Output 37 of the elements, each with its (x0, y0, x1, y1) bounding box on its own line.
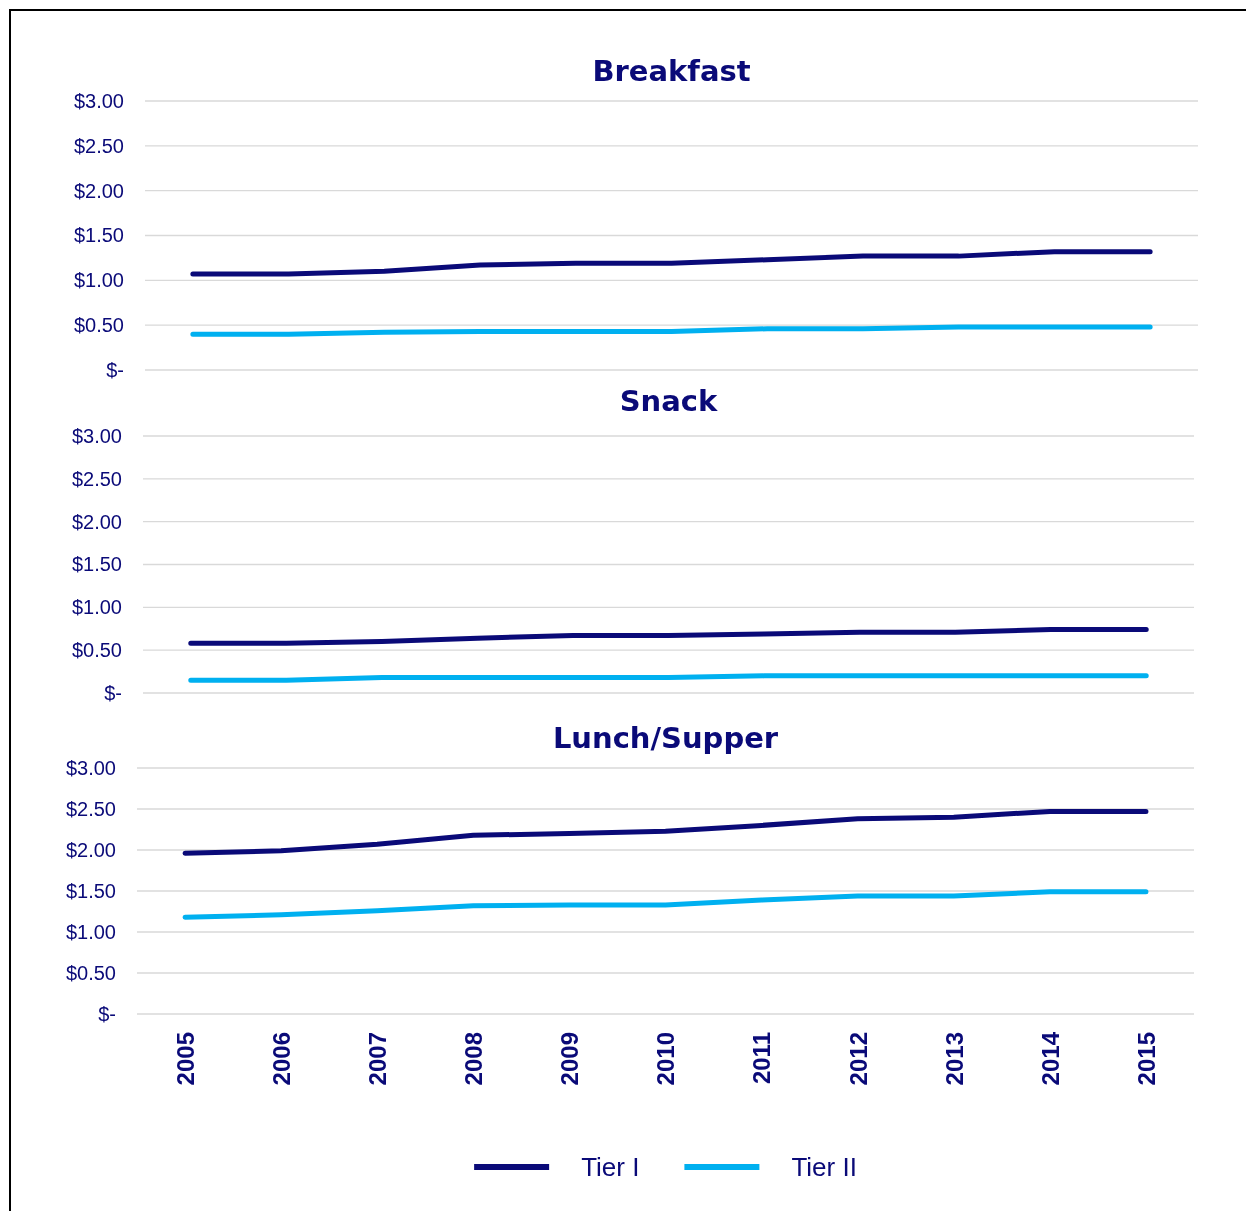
x-tick-label: 2007 (364, 1032, 392, 1086)
y-tick-label: $0.50 (71, 639, 122, 662)
x-tick-label: 2006 (268, 1032, 296, 1086)
chart-title: Breakfast (592, 54, 751, 89)
x-tick-label: 2012 (844, 1032, 872, 1086)
y-tick-label: $3.00 (71, 424, 122, 447)
x-tick-label: 2013 (940, 1032, 968, 1086)
y-tick-label: $2.00 (65, 838, 116, 861)
legend-label: Tier I (581, 1152, 640, 1183)
y-tick-label: $3.00 (73, 89, 124, 112)
chart-title: Snack (619, 384, 718, 419)
x-tick-label: 2014 (1036, 1031, 1064, 1086)
y-tick-label: $2.00 (71, 510, 122, 533)
y-tick-label: $1.00 (65, 920, 116, 943)
x-tick-label: 2005 (171, 1032, 199, 1086)
x-tick-label: 2010 (652, 1032, 680, 1086)
x-tick-label: 2011 (748, 1032, 776, 1085)
y-tick-label: $1.50 (71, 553, 122, 576)
y-tick-label: $1.50 (73, 224, 124, 247)
y-tick-label: $- (106, 358, 124, 381)
legend-label: Tier II (791, 1152, 857, 1183)
y-tick-label: $3.00 (65, 756, 116, 779)
y-tick-label: $1.00 (71, 596, 122, 619)
y-tick-label: $1.00 (73, 269, 124, 292)
y-tick-label: $1.50 (65, 879, 116, 902)
y-tick-label: $- (104, 681, 122, 704)
y-tick-label: $0.50 (65, 961, 116, 984)
x-tick-label: 2015 (1132, 1032, 1160, 1086)
chart-title: Lunch/Supper (552, 721, 779, 756)
x-tick-label: 2009 (556, 1032, 584, 1086)
y-tick-label: $2.50 (73, 134, 124, 157)
y-tick-label: $0.50 (73, 314, 124, 337)
y-tick-label: $2.00 (73, 179, 124, 202)
y-tick-label: $2.50 (71, 467, 122, 490)
y-tick-label: $- (98, 1002, 116, 1025)
x-tick-label: 2008 (460, 1032, 488, 1086)
y-tick-label: $2.50 (65, 797, 116, 820)
